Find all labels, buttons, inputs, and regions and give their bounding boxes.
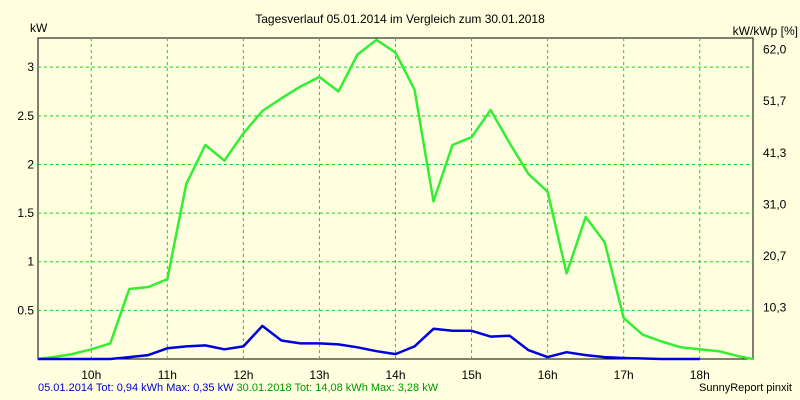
x-tick-label: 10h: [81, 368, 101, 382]
footer-credit: SunnyReport pinxit: [699, 382, 792, 394]
x-tick-label: 16h: [538, 368, 558, 382]
x-tick-label: 12h: [233, 368, 253, 382]
x-tick-label: 18h: [690, 368, 710, 382]
y-right-tick-label: 10,3: [763, 300, 787, 314]
x-tick-label: 15h: [462, 368, 482, 382]
x-tick-label: 14h: [385, 368, 405, 382]
footer-series-2-summary: 30.01.2018 Tot: 14,08 kWh Max: 3,28 kW: [236, 382, 439, 394]
y-left-tick-label: 1: [27, 255, 34, 269]
y-left-tick-label: 1.5: [17, 206, 34, 220]
y-left-tick-label: 2.5: [17, 109, 34, 123]
series-layer: [37, 38, 754, 361]
y-right-tick-label: 41,3: [763, 146, 787, 160]
series-line-2: [38, 324, 700, 361]
y-left-tick-label: 2: [27, 157, 34, 171]
y-axis-right-label: kW/kWp [%]: [733, 24, 798, 38]
x-tick-label: 13h: [309, 368, 329, 382]
tick-labels: 10h 11h 12h 13h 14h 15h 16h 17h 18h0.511.522.531…: [17, 43, 786, 382]
series-line-1: [37, 38, 754, 361]
x-tick-label: 17h: [614, 368, 634, 382]
footer-series-1-summary: 05.01.2014 Tot: 0,94 kWh Max: 0,35 kW: [38, 382, 234, 394]
y-right-tick-label: 31,0: [763, 197, 787, 211]
y-left-tick-label: 3: [27, 60, 34, 74]
y-right-tick-label: 20,7: [763, 249, 787, 263]
y-left-tick-label: 0.5: [17, 303, 34, 317]
grid-lines: [38, 38, 753, 359]
y-right-tick-label: 62,0: [763, 43, 787, 57]
y-right-tick-label: 51,7: [763, 94, 787, 108]
y-axis-left-label: kW: [30, 21, 48, 35]
x-tick-label: 11h: [158, 368, 177, 382]
chart-title: Tagesverlauf 05.01.2014 im Vergleich zum…: [255, 12, 545, 26]
